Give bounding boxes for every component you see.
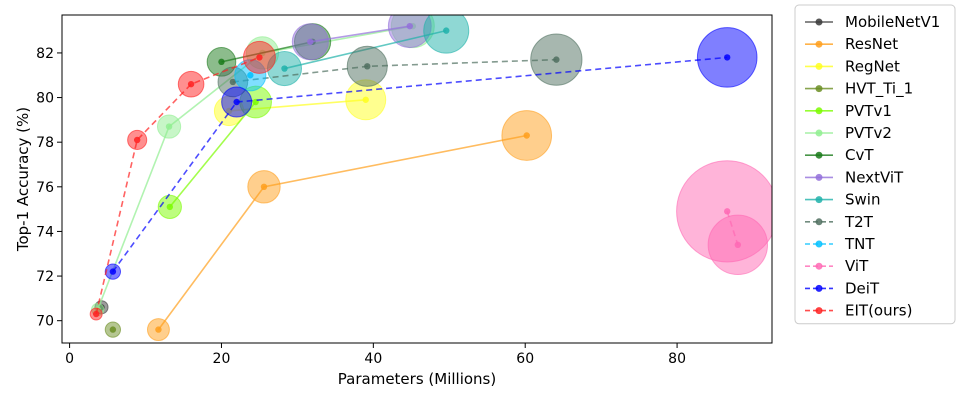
legend: MobileNetV1 ResNet RegNet HVT_Ti_1 PVTv1 PVTv… [794, 4, 956, 325]
legend-box [794, 4, 956, 325]
y-tick-label-74: 74 [36, 224, 54, 240]
x-tick-label-40: 40 [364, 351, 382, 367]
point-resnet-0 [155, 326, 162, 333]
point-tnt-0 [247, 72, 254, 79]
legend-label-regnet: RegNet [845, 57, 900, 75]
legend-marker-deit [815, 284, 823, 292]
series-nextvit [291, 15, 432, 61]
point-eit-ours-2 [187, 80, 195, 88]
line-pvtv1 [169, 101, 257, 208]
point-cvt-0 [218, 58, 225, 66]
point-t2t-0 [229, 78, 237, 86]
y-axis-label: Top-1 Accuracy (%) [14, 107, 32, 252]
legend-marker-eit-ours [815, 307, 823, 315]
axis-ticks: 0 20 40 60 80 70 72 74 76 78 80 82 [36, 46, 686, 367]
point-vit-1 [734, 241, 742, 249]
point-eit-ours-1 [133, 136, 141, 144]
legend-marker-pvtv2 [815, 129, 823, 137]
bubble-swin-1 [423, 15, 470, 54]
legend-label-nextvit: NextViT [845, 168, 904, 186]
plot-marks [89, 15, 772, 342]
plot-frame [61, 14, 773, 344]
point-nextvit-0 [307, 38, 314, 45]
y-tick-label-82: 82 [36, 46, 54, 62]
series-deit [104, 27, 758, 280]
y-tick-label-78: 78 [36, 135, 54, 151]
point-deit-0 [109, 268, 117, 275]
point-eit-ours-3 [256, 54, 263, 61]
point-deit-1 [233, 98, 240, 106]
x-tick-label-0: 0 [65, 351, 74, 367]
legend-label-deit: DeiT [845, 279, 880, 297]
series-vit [676, 160, 772, 275]
point-pvtv2-1 [165, 123, 173, 130]
legend-label-tnt: TNT [844, 235, 875, 253]
legend-marker-hvt-ti-1 [815, 85, 823, 93]
legend-marker-nextvit [815, 173, 823, 181]
series-resnet [146, 110, 553, 342]
line-nextvit [310, 25, 410, 43]
y-tick-label-72: 72 [36, 269, 54, 285]
line-pvtv2 [96, 25, 413, 310]
point-vit-0 [723, 208, 731, 215]
legend-marker-t2t [815, 218, 823, 226]
legend-label-hvt-ti-1: HVT_Ti_1 [845, 80, 913, 99]
line-resnet [157, 134, 527, 331]
point-swin-1 [443, 27, 450, 34]
point-t2t-1 [364, 63, 371, 70]
legend-label-swin: Swin [845, 191, 880, 209]
y-tick-label-70: 70 [36, 314, 54, 330]
legend-label-pvtv2: PVTv2 [845, 124, 892, 142]
legend-label-cvt: CvT [845, 146, 874, 164]
legend-label-eit-ours: EIT(ours) [845, 302, 912, 320]
legend-marker-regnet [815, 62, 823, 70]
x-tick-label-80: 80 [668, 351, 686, 367]
line-vit [726, 211, 739, 246]
point-nextvit-1 [406, 22, 413, 30]
legend-marker-swin [815, 196, 823, 204]
legend-label-resnet: ResNet [845, 35, 898, 53]
series-eit-ours [89, 40, 276, 321]
point-pvtv1-0 [166, 203, 174, 211]
point-swin-0 [281, 65, 288, 72]
y-tick-label-76: 76 [36, 180, 54, 196]
legend-label-mobilenetv1: MobileNetV1 [845, 13, 940, 31]
legend-marker-pvtv1 [815, 107, 823, 115]
point-deit-2 [723, 54, 731, 61]
x-axis-label: Parameters (Millions) [338, 370, 496, 388]
legend-marker-vit [815, 262, 823, 270]
line-eit-ours [95, 56, 260, 315]
point-t2t-2 [553, 56, 560, 63]
x-tick-label-60: 60 [516, 351, 534, 367]
legend-marker-mobilenetv1 [815, 18, 823, 26]
series-hvt-ti-1 [104, 321, 122, 338]
legend-label-t2t: T2T [844, 213, 874, 231]
point-resnet-1 [260, 183, 268, 191]
legend-label-pvtv1: PVTv1 [845, 102, 892, 120]
y-tick-label-80: 80 [36, 91, 54, 107]
legend-label-vit: ViT [845, 257, 869, 275]
point-hvt-ti-1-0 [109, 326, 117, 333]
point-eit-ours-0 [92, 310, 100, 318]
point-regnet-1 [362, 96, 369, 103]
point-resnet-2 [523, 132, 530, 139]
legend-marker-resnet [815, 40, 823, 48]
x-tick-label-20: 20 [213, 351, 231, 367]
legend-marker-cvt [815, 151, 823, 159]
legend-marker-tnt [815, 240, 823, 248]
